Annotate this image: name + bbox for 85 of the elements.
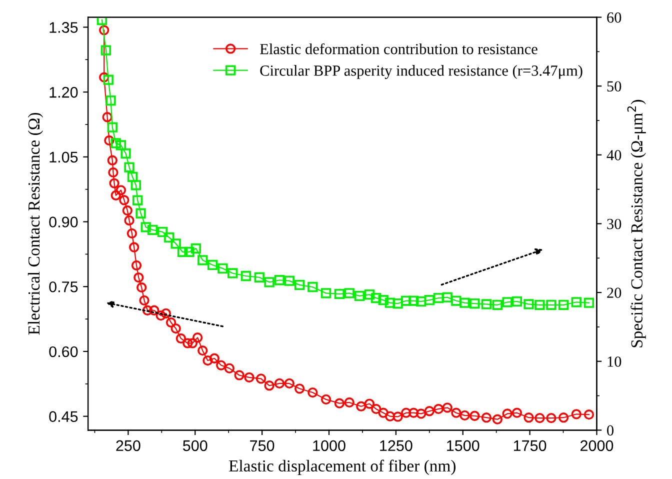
point xyxy=(190,243,201,254)
point xyxy=(378,295,388,306)
point xyxy=(228,268,238,278)
legend-label: Circular BPP asperity induced resistance (r=3.47μm) xyxy=(260,65,582,79)
point xyxy=(512,296,522,307)
point xyxy=(546,300,556,310)
point xyxy=(470,298,480,309)
point xyxy=(103,74,114,85)
point xyxy=(460,298,470,308)
point xyxy=(147,224,158,235)
point xyxy=(424,295,434,306)
point xyxy=(198,255,208,266)
point xyxy=(294,280,305,290)
point xyxy=(442,292,452,302)
point xyxy=(184,246,194,257)
point xyxy=(344,288,354,298)
point xyxy=(284,276,294,286)
point xyxy=(320,288,332,298)
y-tick-label: 1.35 xyxy=(50,22,78,33)
y2-tick-label: 0 xyxy=(607,425,614,436)
point xyxy=(120,148,131,159)
point xyxy=(124,162,134,172)
point xyxy=(240,270,252,282)
point xyxy=(274,275,285,286)
point xyxy=(164,232,174,243)
x-tick-label: 750 xyxy=(250,440,274,452)
point xyxy=(218,263,228,274)
point xyxy=(177,246,188,257)
point xyxy=(207,260,218,270)
point xyxy=(107,122,118,132)
point xyxy=(481,299,492,310)
y-tick-label: 1.05 xyxy=(50,152,78,163)
point xyxy=(384,298,396,308)
point xyxy=(308,282,318,292)
y2-tick-label: 40 xyxy=(606,150,622,160)
point xyxy=(254,272,264,282)
point xyxy=(433,292,444,304)
y2-axis-title: Specific Contact Resistance (Ω-μm$^{2}$) xyxy=(627,100,646,348)
point xyxy=(130,180,142,190)
point xyxy=(116,140,126,150)
point xyxy=(106,95,116,106)
y-tick-label: 1.20 xyxy=(50,86,78,98)
point xyxy=(558,300,569,310)
y2-tick-label: 60 xyxy=(607,12,622,23)
point xyxy=(140,222,151,232)
point xyxy=(132,195,143,206)
point xyxy=(334,288,345,299)
point xyxy=(502,297,512,308)
point xyxy=(157,226,168,238)
point xyxy=(524,299,534,310)
y-axis-title: Electrical Contact Resistance (Ω) xyxy=(28,112,44,335)
point xyxy=(127,172,138,182)
point xyxy=(100,45,112,56)
point xyxy=(392,298,403,309)
point xyxy=(96,17,108,26)
point xyxy=(264,277,274,288)
point xyxy=(492,300,502,310)
y2-tick-label: 20 xyxy=(607,288,622,298)
point xyxy=(354,290,365,302)
y-tick-label: 0.90 xyxy=(49,216,78,228)
point xyxy=(451,296,462,306)
y2-tick-label: 10 xyxy=(608,356,622,367)
x-tick-label: 1250 xyxy=(380,440,412,452)
point xyxy=(571,297,582,308)
x-tick-label: 500 xyxy=(182,440,208,452)
x-tick-label: 250 xyxy=(116,440,140,452)
point xyxy=(110,138,121,148)
y2-tick-label: 50 xyxy=(607,81,622,92)
y-tick-label: 0.60 xyxy=(49,346,78,358)
legend-label: Elastic deformation contribution to resistance xyxy=(260,43,538,54)
y-tick-label: 0.45 xyxy=(49,411,78,422)
x-axis-title: Elastic displacement of fiber (nm) xyxy=(229,460,456,475)
x-tick-label: 1750 xyxy=(514,440,546,452)
point xyxy=(401,296,412,306)
point xyxy=(371,292,382,304)
x-tick-label: 1000 xyxy=(313,440,346,452)
point xyxy=(534,300,545,310)
x-tick-label: 2000 xyxy=(580,440,614,452)
point xyxy=(170,238,181,249)
y-tick-label: 0.75 xyxy=(49,281,78,292)
x-tick-label: 1500 xyxy=(447,440,480,452)
point xyxy=(364,290,374,300)
point xyxy=(584,298,594,308)
y2-tick-label: 30 xyxy=(607,218,622,230)
point xyxy=(136,208,146,218)
